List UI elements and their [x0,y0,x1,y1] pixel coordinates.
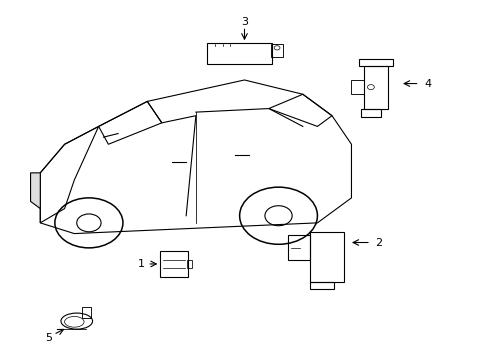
Bar [351,80,363,94]
Text: 1: 1 [137,259,144,269]
Bar [361,109,380,117]
Bar [81,307,91,318]
Text: 2: 2 [374,238,381,248]
Text: 4: 4 [424,78,430,89]
Bar [287,235,309,260]
Bar [309,282,333,289]
Bar [358,59,392,66]
Text: 5: 5 [45,333,52,343]
Text: 3: 3 [241,17,247,27]
Bar [363,66,387,109]
Bar [309,232,344,282]
Polygon shape [30,173,40,208]
Bar [271,44,283,57]
Bar [187,260,192,267]
